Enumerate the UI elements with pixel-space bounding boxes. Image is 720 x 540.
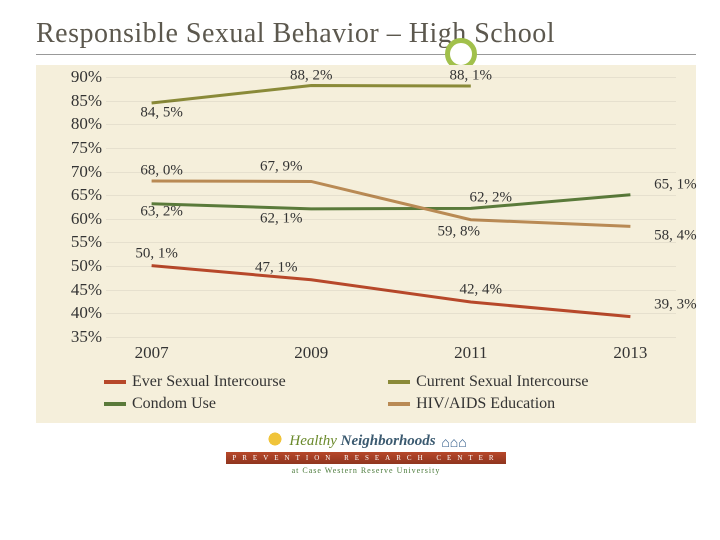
data-label: 67, 9% [260,159,303,176]
line-chart-svg [106,77,676,337]
gridline [106,148,676,149]
footer-logo: Healthy Neighborhoods ⌂⌂⌂ PREVENTION RES… [36,425,696,478]
data-label: 42, 4% [460,282,503,299]
logo-bar: PREVENTION RESEARCH CENTER [226,452,505,464]
y-tick: 60% [46,209,102,229]
y-tick: 80% [46,114,102,134]
gridline [106,313,676,314]
legend-label: Current Sexual Intercourse [416,373,588,391]
slide: Responsible Sexual Behavior – High Schoo… [0,0,720,540]
title-rule [36,54,696,55]
legend-label: HIV/AIDS Education [416,395,555,413]
y-tick: 90% [46,67,102,87]
data-label: 39, 3% [654,296,697,313]
y-tick: 45% [46,280,102,300]
legend-label: Ever Sexual Intercourse [132,373,286,391]
data-label: 88, 1% [450,67,493,84]
series-line [152,266,631,317]
data-label: 62, 2% [470,190,513,207]
gridline [106,195,676,196]
legend: Ever Sexual Intercourse Current Sexual In… [46,369,686,413]
data-label: 88, 2% [290,67,333,84]
gridline [106,219,676,220]
y-tick: 40% [46,303,102,323]
data-label: 50, 1% [135,245,178,262]
gridline [106,77,676,78]
houses-icon: ⌂⌂⌂ [441,436,466,452]
data-label: 59, 8% [438,223,481,240]
legend-swatch [104,380,126,384]
gridline [106,124,676,125]
y-tick: 75% [46,138,102,158]
legend-label: Condom Use [132,395,216,413]
data-label: 63, 2% [140,203,183,220]
page-title: Responsible Sexual Behavior – High Schoo… [36,18,696,50]
chart-area: 50, 1% 47, 1% 42, 4% 39, 3% 84, 5% 88, 2% 88, … [36,65,696,423]
y-tick: 65% [46,185,102,205]
legend-swatch [104,402,126,406]
legend-item: Current Sexual Intercourse [388,373,644,391]
legend-item: Condom Use [104,395,360,413]
logo-word-2: Neighborhoods [341,433,436,449]
gridline [106,172,676,173]
y-tick: 55% [46,232,102,252]
legend-item: HIV/AIDS Education [388,395,644,413]
data-label: 47, 1% [255,259,298,276]
legend-swatch [388,380,410,384]
gridline [106,290,676,291]
data-label: 58, 4% [654,228,697,245]
y-tick: 35% [46,327,102,347]
gridline [106,242,676,243]
legend-swatch [388,402,410,406]
x-tick: 2011 [454,343,487,363]
data-label: 62, 1% [260,210,303,227]
x-tick: 2013 [613,343,647,363]
y-tick: 50% [46,256,102,276]
logo-word-1: Healthy [289,433,336,449]
sun-icon [265,429,285,449]
y-tick: 70% [46,162,102,182]
gridline [106,101,676,102]
data-label: 84, 5% [140,105,183,122]
x-tick: 2007 [135,343,169,363]
legend-item: Ever Sexual Intercourse [104,373,360,391]
data-label: 68, 0% [140,163,183,180]
gridline [106,266,676,267]
y-tick: 85% [46,91,102,111]
data-label: 65, 1% [654,176,697,193]
gridline [106,337,676,338]
x-tick: 2009 [294,343,328,363]
logo-subtitle: at Case Western Reserve University [226,466,505,475]
